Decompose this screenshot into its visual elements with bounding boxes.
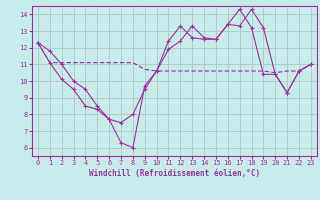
X-axis label: Windchill (Refroidissement éolien,°C): Windchill (Refroidissement éolien,°C)	[89, 169, 260, 178]
